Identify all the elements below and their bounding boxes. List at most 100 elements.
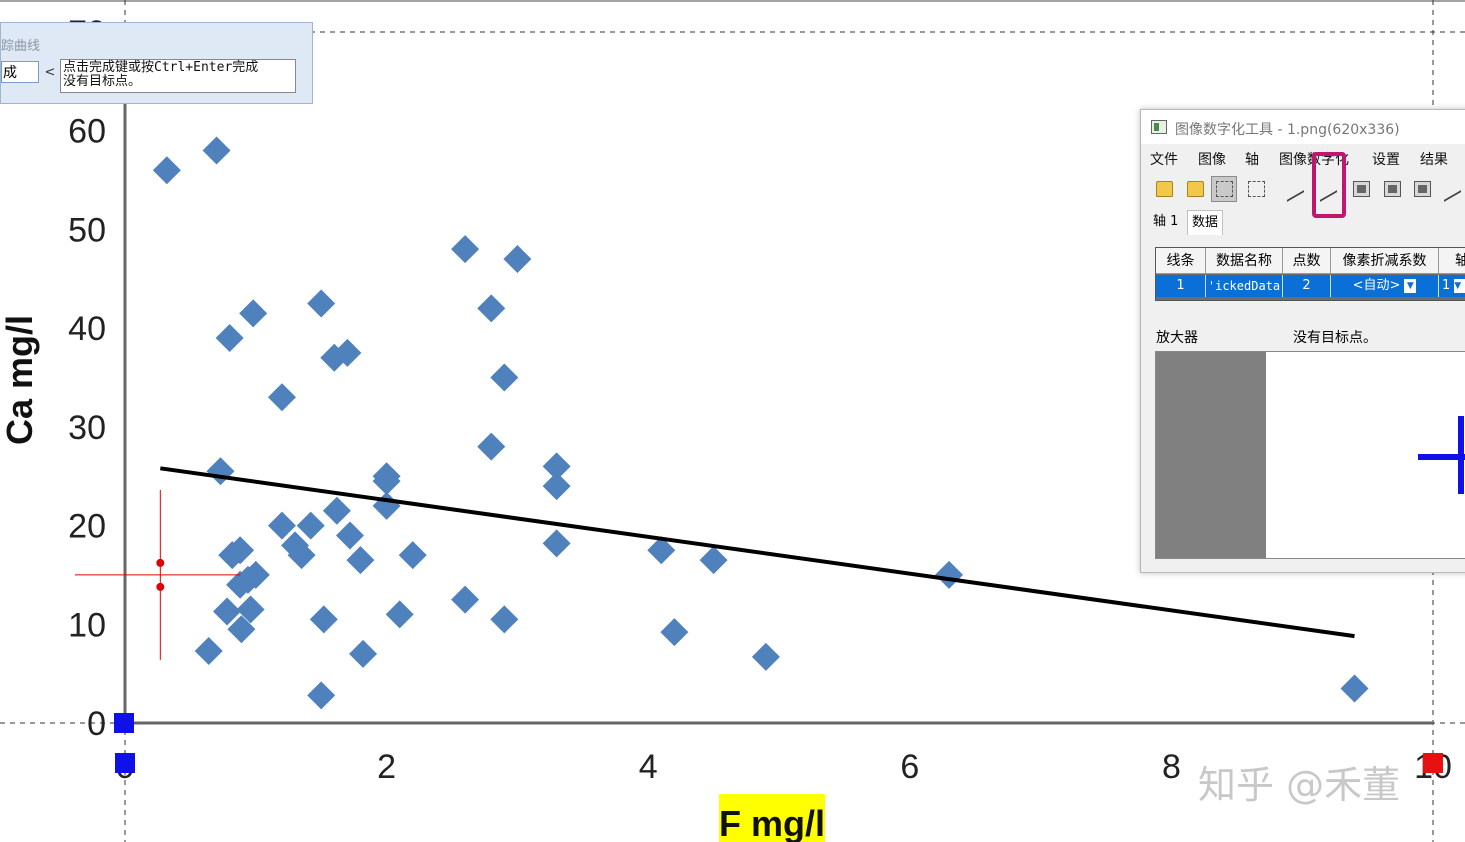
data-point: [372, 467, 401, 496]
data-point: [451, 235, 480, 264]
tab-data[interactable]: 数据: [1187, 210, 1224, 235]
magnifier-label: 放大器: [1156, 330, 1198, 346]
table-cell-axis[interactable]: 1 ▼: [1439, 275, 1465, 297]
digitizer-window: 图像数字化工具 - 1.png(620x336) 文件 图像 轴 图像数字化 设…: [1140, 109, 1465, 573]
digitizer-toolbar: [1151, 176, 1465, 204]
highlight-annotation: [1312, 152, 1346, 218]
table-header-axis[interactable]: 轴: [1439, 248, 1465, 274]
cursor-marker: [156, 558, 165, 567]
table-cell-line[interactable]: 1: [1156, 275, 1206, 297]
data-point: [503, 245, 532, 274]
data-point: [267, 511, 296, 540]
open-folder-icon[interactable]: [1151, 176, 1177, 202]
region-icon[interactable]: [1379, 176, 1405, 202]
pick-dialog-arrow-button[interactable]: <: [44, 65, 56, 80]
move-icon[interactable]: [1243, 176, 1269, 202]
data-point: [647, 536, 676, 565]
y-tick-label: 20: [68, 508, 106, 546]
pick-dialog-title: 踪曲线: [1, 39, 41, 54]
data-point: [287, 541, 316, 570]
y-tick-label: 40: [68, 310, 106, 348]
menu-image[interactable]: 图像: [1198, 152, 1226, 168]
chevron-down-icon[interactable]: ▼: [1404, 278, 1417, 293]
table-header-reduction[interactable]: 像素折减系数: [1331, 248, 1439, 274]
data-point: [215, 324, 244, 353]
data-point: [206, 457, 235, 486]
data-point: [202, 136, 231, 165]
table-header-name[interactable]: 数据名称: [1206, 248, 1283, 274]
data-point: [307, 681, 336, 710]
data-point: [398, 541, 427, 570]
data-point: [335, 521, 364, 550]
y-tick-label: 60: [68, 113, 106, 151]
pick-dialog-input[interactable]: 成: [1, 61, 39, 83]
y-axis-title: Ca mg/l: [0, 315, 40, 445]
data-point: [213, 597, 242, 626]
magnifier-view: [1155, 351, 1465, 559]
chevron-down-icon[interactable]: ▼: [1454, 278, 1465, 293]
y-tick-label: 50: [68, 211, 106, 249]
data-point: [751, 642, 780, 671]
magnifier-status: 没有目标点。: [1293, 330, 1377, 346]
data-point: [542, 529, 571, 558]
region-alt-icon[interactable]: [1409, 176, 1435, 202]
app-icon: [1151, 120, 1167, 134]
data-point: [385, 600, 414, 629]
data-point: [226, 536, 255, 565]
data-point: [542, 472, 571, 501]
data-point: [935, 560, 964, 589]
digitizer-menubar: 文件 图像 轴 图像数字化 设置 结果: [1141, 146, 1465, 170]
data-point: [267, 383, 296, 412]
digitizer-title: 图像数字化工具 - 1.png(620x336): [1175, 122, 1400, 138]
axis-value: 1: [1442, 278, 1451, 293]
data-point: [152, 156, 181, 185]
data-point: [322, 496, 351, 525]
table-header-count[interactable]: 点数: [1283, 248, 1331, 274]
digitize-icon[interactable]: [1211, 176, 1237, 202]
menu-axis[interactable]: 轴: [1245, 152, 1259, 168]
pick-dialog-message-line1: 点击完成键或按Ctrl+Enter完成: [63, 60, 259, 75]
data-point: [239, 299, 268, 328]
table-cell-count[interactable]: 2: [1283, 275, 1331, 297]
cursor-marker: [156, 582, 165, 591]
data-point: [236, 595, 265, 624]
data-point: [490, 363, 519, 392]
data-point: [490, 605, 519, 634]
data-point: [333, 338, 362, 367]
x-axis-end-handle: [1423, 753, 1443, 773]
digitizer-titlebar[interactable]: 图像数字化工具 - 1.png(620x336): [1141, 110, 1465, 144]
menu-settings[interactable]: 设置: [1372, 152, 1400, 168]
data-point: [227, 615, 256, 644]
open-file-icon[interactable]: [1182, 176, 1208, 202]
data-point: [477, 432, 506, 461]
data-point: [660, 618, 689, 647]
x-tick-label: 8: [1162, 748, 1181, 786]
x-axis-title: F mg/l: [719, 803, 825, 842]
data-point: [477, 294, 506, 323]
data-point: [699, 546, 728, 575]
data-point: [309, 605, 338, 634]
box-select-icon[interactable]: [1348, 176, 1374, 202]
data-point: [296, 511, 325, 540]
data-point: [451, 585, 480, 614]
pick-dialog-message-line2: 没有目标点。: [63, 74, 142, 89]
table-cell-reduction[interactable]: <自动> ▼: [1331, 275, 1439, 297]
trace-line-icon[interactable]: [1282, 176, 1308, 202]
reduction-value: <自动>: [1352, 278, 1401, 293]
tab-axis-1[interactable]: 轴 1: [1153, 214, 1179, 229]
x-axis-start-handle: [115, 753, 135, 773]
menu-file[interactable]: 文件: [1150, 152, 1178, 168]
x-tick-label: 2: [377, 748, 396, 786]
table-header-line[interactable]: 线条: [1156, 248, 1206, 274]
magnifier-gray-area: [1156, 352, 1266, 558]
y-tick-label: 0: [87, 705, 106, 743]
magnifier-crosshair-v: [1458, 416, 1464, 494]
axis-origin-handle: [114, 713, 134, 733]
x-axis-title-highlight: [719, 794, 825, 842]
table-cell-name[interactable]: 'ickedData: [1206, 275, 1283, 297]
graph-icon[interactable]: [1439, 176, 1465, 202]
data-point: [349, 639, 378, 668]
data-point: [346, 546, 375, 575]
menu-results[interactable]: 结果: [1420, 152, 1448, 168]
